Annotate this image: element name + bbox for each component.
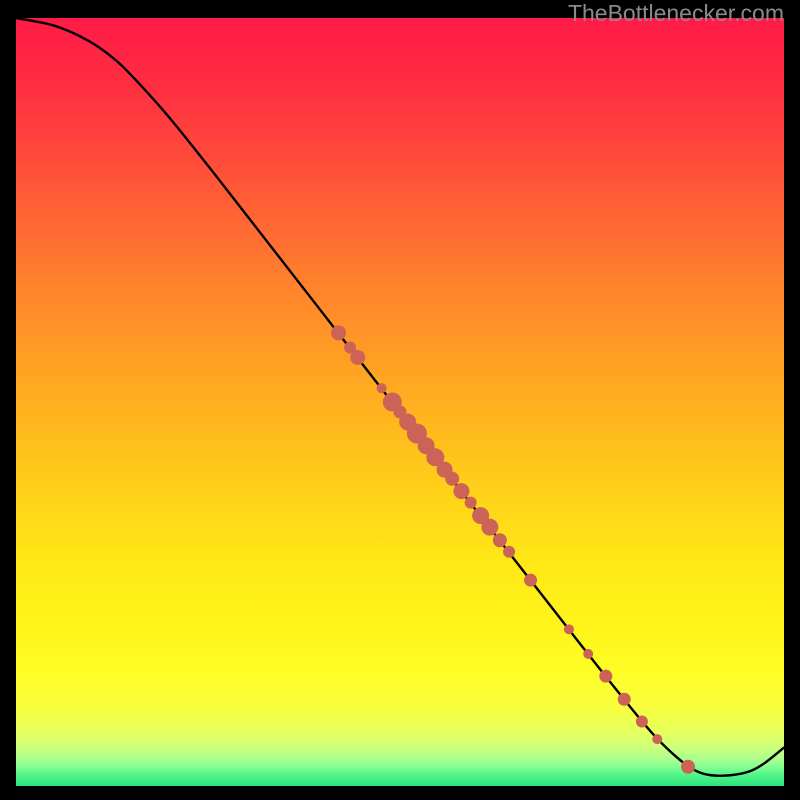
data-marker bbox=[583, 649, 593, 659]
bottleneck-chart bbox=[16, 18, 784, 786]
data-marker bbox=[377, 383, 387, 393]
data-marker bbox=[652, 734, 662, 744]
watermark-text: TheBottlenecker.com bbox=[568, 0, 784, 27]
data-marker bbox=[350, 350, 365, 365]
data-marker bbox=[681, 760, 695, 774]
data-marker bbox=[453, 483, 469, 499]
data-marker bbox=[618, 693, 631, 706]
data-marker bbox=[445, 472, 459, 486]
data-marker bbox=[636, 715, 648, 727]
data-marker bbox=[503, 546, 515, 558]
stage: TheBottlenecker.com bbox=[0, 0, 800, 800]
data-marker bbox=[481, 519, 498, 536]
data-marker bbox=[524, 574, 537, 587]
data-marker bbox=[465, 497, 477, 509]
data-marker bbox=[493, 533, 507, 547]
data-marker bbox=[599, 670, 612, 683]
data-marker bbox=[564, 624, 574, 634]
data-marker bbox=[331, 325, 346, 340]
